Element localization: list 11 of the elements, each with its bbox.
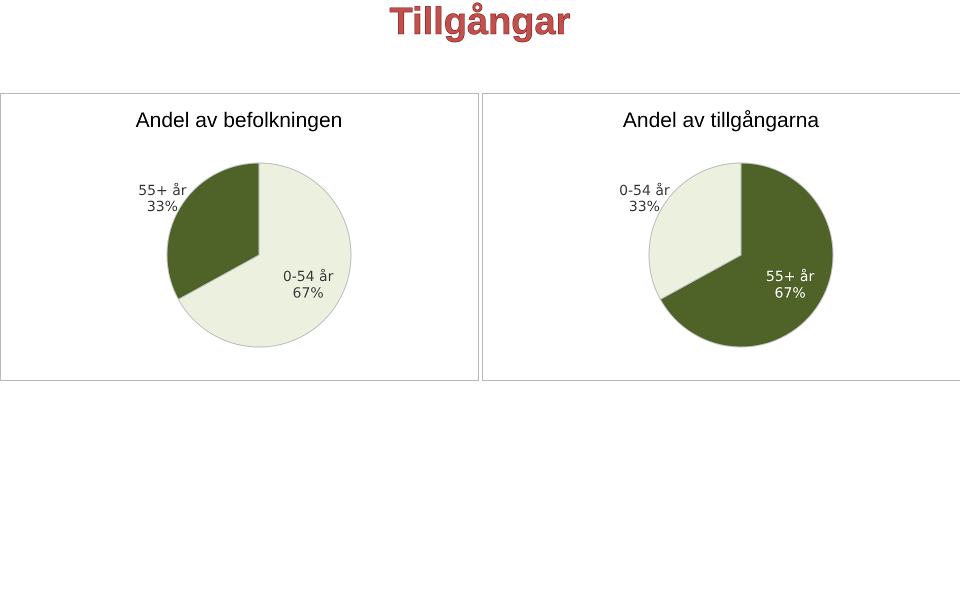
slice-label: 0-54 år: [282, 268, 334, 286]
slice-label: 55+ år: [138, 182, 187, 200]
chart-title: Andel av befolkningen: [136, 109, 342, 132]
data-label: 33%: [146, 199, 178, 216]
data-label: 67%: [292, 285, 324, 302]
text: Tillgångar: [390, 1, 571, 43]
slice-label: 0-54 år: [619, 182, 670, 200]
data-label: 33%: [628, 199, 660, 216]
data-label: 67%: [774, 285, 806, 302]
slice-label: 55+ år: [766, 268, 814, 286]
chart-title: Andel av tillgångarna: [622, 109, 820, 132]
